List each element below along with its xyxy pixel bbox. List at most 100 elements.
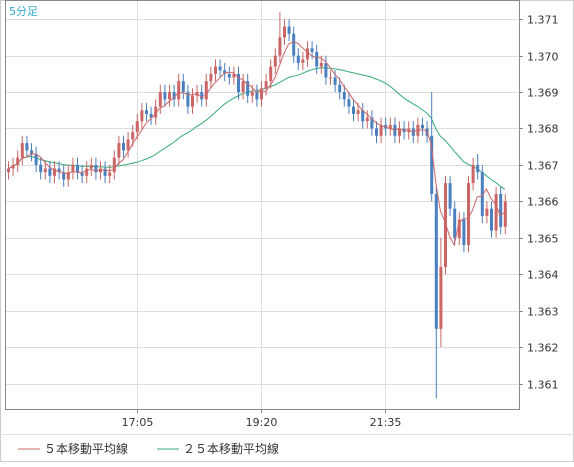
candle-down <box>434 194 438 329</box>
candle-down <box>237 73 240 93</box>
candle-down <box>448 183 452 209</box>
candle-up <box>140 110 144 122</box>
candle-up <box>214 66 217 74</box>
candle-up <box>112 157 116 173</box>
candle-up <box>356 110 360 114</box>
x-axis: 17:05 19:20 21:35 <box>122 409 402 429</box>
candle-down <box>490 208 493 231</box>
candle-down <box>352 106 355 114</box>
y-tick-label: 1.371 <box>527 14 559 27</box>
candle-down <box>62 172 66 180</box>
candle-down <box>223 70 227 74</box>
candle-down <box>34 154 38 165</box>
candle-up <box>241 81 245 93</box>
candle-up <box>485 208 489 216</box>
candle-up <box>301 59 305 63</box>
candle-down <box>186 92 190 107</box>
legend: ５本移動平均線 ２５本移動平均線 <box>18 441 279 456</box>
legend-ma25-label: ２５本移動平均線 <box>183 441 279 456</box>
candle-down <box>375 128 378 136</box>
y-tick-label: 1.369 <box>527 87 559 100</box>
candle-up <box>494 194 498 231</box>
candle-up <box>85 168 89 176</box>
candle-up <box>471 164 475 184</box>
candle-down <box>246 81 250 96</box>
candle-down <box>145 110 148 114</box>
candle-down <box>462 219 466 246</box>
ma5-line <box>7 41 506 247</box>
candle-up <box>154 106 158 118</box>
candle-down <box>172 92 176 100</box>
candle-up <box>439 266 443 329</box>
candle-up <box>329 77 332 79</box>
candle-up <box>467 183 470 246</box>
candle-up <box>158 92 162 107</box>
candle-up <box>135 121 139 133</box>
candle-up <box>319 62 323 67</box>
candle-up <box>250 92 254 96</box>
y-tick-label: 1.370 <box>527 51 559 64</box>
candle-up <box>7 168 10 173</box>
candle-up <box>264 81 268 89</box>
candle-up <box>260 88 263 100</box>
y-tick-label: 1.363 <box>527 306 559 319</box>
candle-up <box>131 132 135 140</box>
candle-down <box>453 208 457 238</box>
candle-up <box>126 139 130 151</box>
candle-up <box>232 73 236 78</box>
candle-up <box>168 92 171 100</box>
candle-up <box>53 168 56 176</box>
candle-up <box>379 124 383 136</box>
candle-up <box>388 124 392 129</box>
candle-down <box>342 92 346 100</box>
candle-up <box>117 143 121 158</box>
y-tick-label: 1.361 <box>527 379 559 392</box>
candle-down <box>149 113 153 118</box>
candle-down <box>310 48 314 52</box>
candle-down <box>39 164 43 173</box>
x-tick-label: 19:20 <box>246 416 278 429</box>
candle-up <box>457 219 461 238</box>
candle-up <box>278 37 282 56</box>
timeframe-label: 5分足 <box>9 5 38 18</box>
candle-up <box>108 172 112 176</box>
candle-down <box>103 168 107 176</box>
candle-down <box>57 168 61 173</box>
candle-down <box>181 81 185 93</box>
candle-down <box>315 52 319 67</box>
candle-down <box>227 73 231 78</box>
candle-down <box>370 117 374 129</box>
candle-down <box>122 143 125 151</box>
candle-down <box>347 99 351 107</box>
candle-up <box>398 128 401 136</box>
candle-up <box>209 73 213 82</box>
y-tick-label: 1.365 <box>527 233 559 246</box>
candle-up <box>191 95 194 107</box>
ma5-layer <box>7 41 506 247</box>
plot-area-border <box>5 0 520 410</box>
candle-down <box>480 172 484 216</box>
candle-up <box>503 201 507 227</box>
y-tick-label: 1.366 <box>527 196 559 209</box>
candle-up <box>16 157 20 165</box>
candle-down <box>80 172 84 176</box>
candle-up <box>177 81 181 100</box>
candle-down <box>163 92 167 100</box>
y-tick-label: 1.367 <box>527 160 559 173</box>
candle-down <box>48 168 52 176</box>
candle-up <box>66 172 70 180</box>
candle-down <box>94 164 98 173</box>
candle-down <box>338 84 342 93</box>
candle-down <box>324 62 328 78</box>
x-tick-label: 21:35 <box>370 416 402 429</box>
candles-layer <box>7 11 507 399</box>
candle-down <box>200 92 204 100</box>
candle-up <box>269 66 273 82</box>
candle-up <box>89 164 93 169</box>
candle-down <box>25 143 29 151</box>
candle-down <box>296 55 300 63</box>
candle-up <box>20 143 24 158</box>
